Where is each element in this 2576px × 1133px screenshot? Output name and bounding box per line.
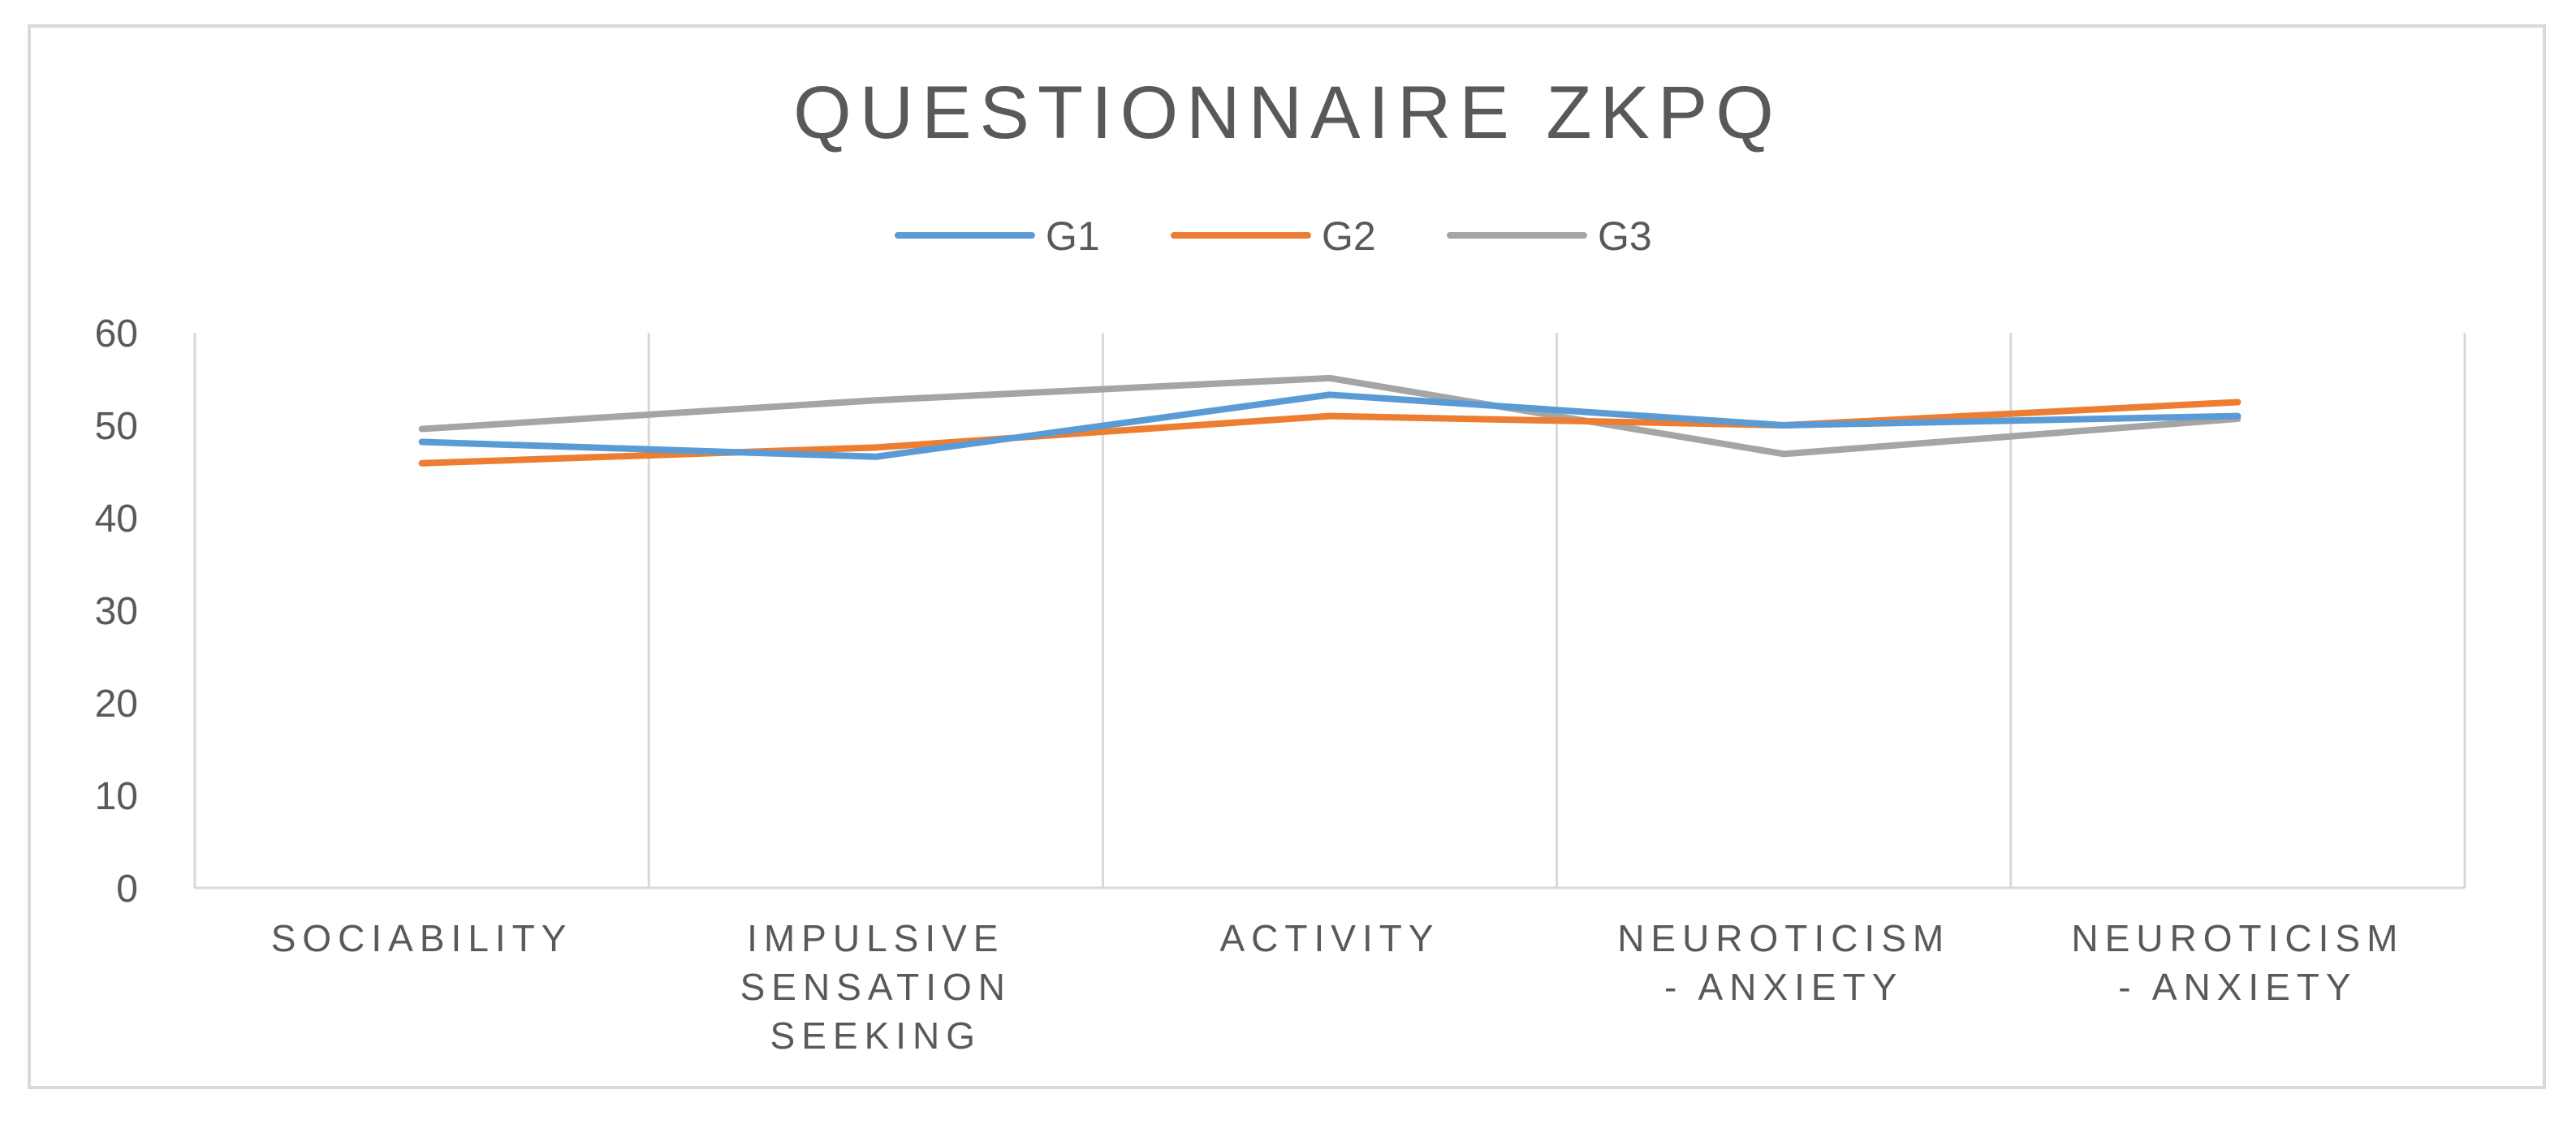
chart-frame: [28, 24, 2546, 1089]
y-tick-label: 60: [95, 312, 138, 355]
y-tick-label: 40: [95, 498, 138, 541]
x-category-label: SOCIABILITY: [271, 917, 573, 959]
y-tick-label: 50: [95, 405, 138, 448]
x-axis: SOCIABILITY IMPULSIVE SENSATION SEEKING ACTI…: [271, 917, 2404, 1057]
y-tick-label: 10: [95, 775, 138, 818]
legend-label-g1: G1: [1046, 213, 1100, 259]
y-tick-label: 20: [95, 683, 138, 726]
gridlines: [193, 333, 2466, 890]
y-tick-label: 30: [95, 590, 138, 633]
chart-title: QUESTIONNAIRE ZKPQ: [793, 71, 1782, 154]
series-line-g3: [418, 374, 2242, 458]
x-category-label: NEUROTICISM - ANXIETY: [1617, 917, 1950, 1008]
y-axis: 0 10 20 30 40 50 60: [95, 312, 138, 911]
y-tick-label: 0: [116, 868, 138, 911]
x-category-label: ACTIVITY: [1219, 917, 1439, 959]
x-category-label: NEUROTICISM - ANXIETY: [2071, 917, 2404, 1008]
x-category-label: IMPULSIVE SENSATION SEEKING: [740, 917, 1012, 1057]
legend-label-g2: G2: [1322, 213, 1376, 259]
series-line-g1: [418, 391, 2242, 460]
legend: G1 G2 G3: [895, 213, 1652, 259]
legend-label-g3: G3: [1598, 213, 1652, 259]
series-lines: [418, 374, 2242, 467]
